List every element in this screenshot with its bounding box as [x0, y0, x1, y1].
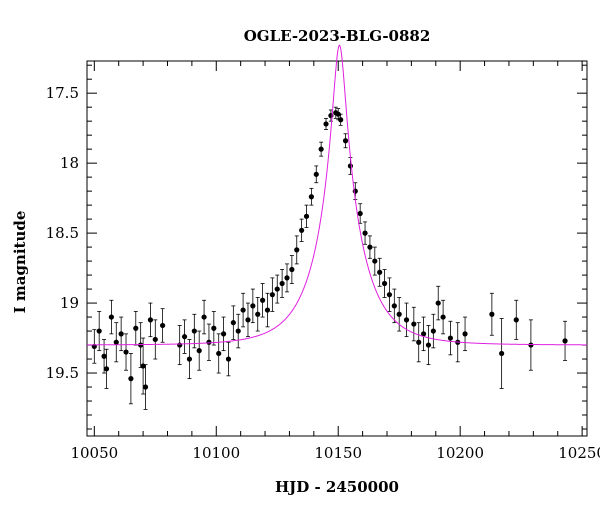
data-point — [206, 339, 212, 345]
data-point — [140, 363, 146, 369]
x-tick-label: 10100 — [192, 444, 240, 462]
data-point — [562, 338, 568, 344]
data-point — [372, 258, 378, 264]
data-point — [335, 111, 341, 117]
y-axis-label: I magnitude — [11, 211, 29, 314]
data-point — [201, 314, 207, 320]
data-point — [133, 325, 139, 331]
y-tick-label: 18.5 — [46, 224, 79, 242]
data-point — [294, 247, 300, 253]
data-point — [323, 121, 329, 127]
data-point — [128, 376, 134, 382]
data-point — [177, 342, 183, 348]
data-point — [313, 171, 319, 177]
data-point — [447, 335, 454, 341]
data-point — [377, 269, 383, 275]
data-point — [391, 303, 397, 309]
data-point — [420, 331, 427, 337]
data-point — [160, 322, 166, 329]
data-point — [216, 350, 222, 357]
data-point — [381, 280, 388, 287]
data-point — [186, 356, 193, 362]
data-point — [435, 300, 441, 306]
errorbar-layer — [92, 106, 568, 410]
data-point — [230, 320, 236, 326]
data-point — [235, 328, 241, 334]
data-point — [416, 339, 422, 345]
model-curve — [87, 44, 587, 346]
data-point — [240, 307, 246, 313]
data-point — [123, 349, 129, 355]
data-point — [425, 342, 432, 348]
data-point — [396, 311, 402, 317]
data-point — [181, 334, 188, 340]
data-point — [191, 328, 197, 334]
data-point — [357, 210, 363, 217]
y-tick-label: 19 — [60, 294, 79, 312]
data-point — [118, 331, 124, 337]
data-point — [338, 117, 344, 123]
data-point — [289, 266, 295, 273]
x-axis-label: HJD - 2450000 — [275, 478, 399, 496]
data-point — [108, 314, 114, 320]
data-point — [303, 213, 310, 219]
data-point — [367, 244, 373, 250]
data-point — [113, 339, 119, 345]
y-tick-label: 17.5 — [46, 84, 79, 102]
tick-layer: 10050 10100 10150 10200 10250 17.5 18 18.5 19 19.… — [46, 61, 600, 462]
data-point — [264, 307, 271, 313]
data-point — [352, 188, 358, 194]
data-point — [274, 286, 280, 292]
data-point — [211, 325, 217, 331]
data-point — [103, 366, 110, 372]
data-point — [101, 353, 107, 359]
data-point — [430, 328, 436, 334]
data-point — [245, 317, 251, 323]
data-point — [96, 328, 102, 334]
data-point — [196, 348, 202, 354]
y-tick-label: 18 — [60, 154, 79, 172]
data-point — [225, 356, 232, 362]
data-point — [386, 292, 393, 298]
data-point — [269, 292, 275, 298]
data-point — [411, 321, 417, 327]
data-point — [528, 342, 534, 348]
data-point — [260, 297, 266, 303]
data-point — [462, 331, 468, 337]
x-tick-label: 10150 — [314, 444, 362, 462]
data-point — [284, 275, 290, 281]
data-point — [255, 311, 261, 317]
data-point — [513, 317, 519, 323]
x-tick-label: 10200 — [436, 444, 484, 462]
y-tick-label: 19.5 — [46, 364, 79, 382]
data-point — [499, 350, 505, 357]
data-point — [279, 280, 285, 287]
data-point — [308, 194, 314, 200]
data-point — [342, 138, 349, 144]
chart-title: OGLE-2023-BLG-0882 — [244, 27, 431, 45]
data-point — [299, 227, 305, 233]
point-layer — [91, 110, 568, 390]
data-point — [403, 317, 410, 323]
data-point — [147, 317, 154, 323]
data-point — [318, 146, 324, 152]
data-point — [250, 303, 256, 309]
data-point — [440, 314, 446, 320]
data-point — [489, 311, 495, 317]
data-point — [362, 230, 368, 236]
plot-frame — [86, 60, 588, 437]
data-point — [220, 331, 227, 337]
data-point — [142, 384, 149, 390]
data-point — [347, 163, 354, 169]
x-tick-label: 10250 — [558, 444, 600, 462]
x-tick-label: 10050 — [70, 444, 118, 462]
data-point — [152, 336, 158, 343]
